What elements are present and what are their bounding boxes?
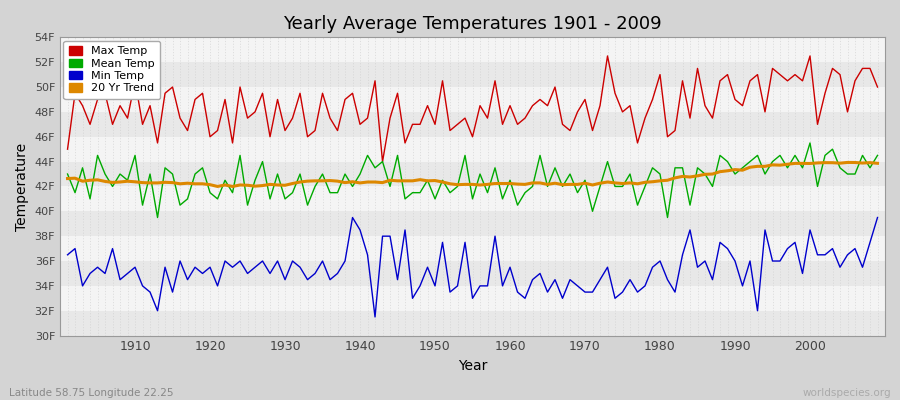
Text: Latitude 58.75 Longitude 22.25: Latitude 58.75 Longitude 22.25 <box>9 388 174 398</box>
Bar <box>60 62 885 87</box>
Text: worldspecies.org: worldspecies.org <box>803 388 891 398</box>
Bar <box>60 186 885 211</box>
Bar <box>60 286 885 311</box>
Bar <box>60 162 885 186</box>
Bar <box>60 261 885 286</box>
Bar <box>60 211 885 236</box>
Y-axis label: Temperature: Temperature <box>15 142 29 230</box>
Bar <box>60 112 885 137</box>
Title: Yearly Average Temperatures 1901 - 2009: Yearly Average Temperatures 1901 - 2009 <box>284 15 662 33</box>
Bar <box>60 137 885 162</box>
Bar <box>60 87 885 112</box>
Legend: Max Temp, Mean Temp, Min Temp, 20 Yr Trend: Max Temp, Mean Temp, Min Temp, 20 Yr Tre… <box>63 41 160 99</box>
Bar <box>60 37 885 62</box>
Bar <box>60 311 885 336</box>
Bar <box>60 236 885 261</box>
X-axis label: Year: Year <box>458 359 487 373</box>
